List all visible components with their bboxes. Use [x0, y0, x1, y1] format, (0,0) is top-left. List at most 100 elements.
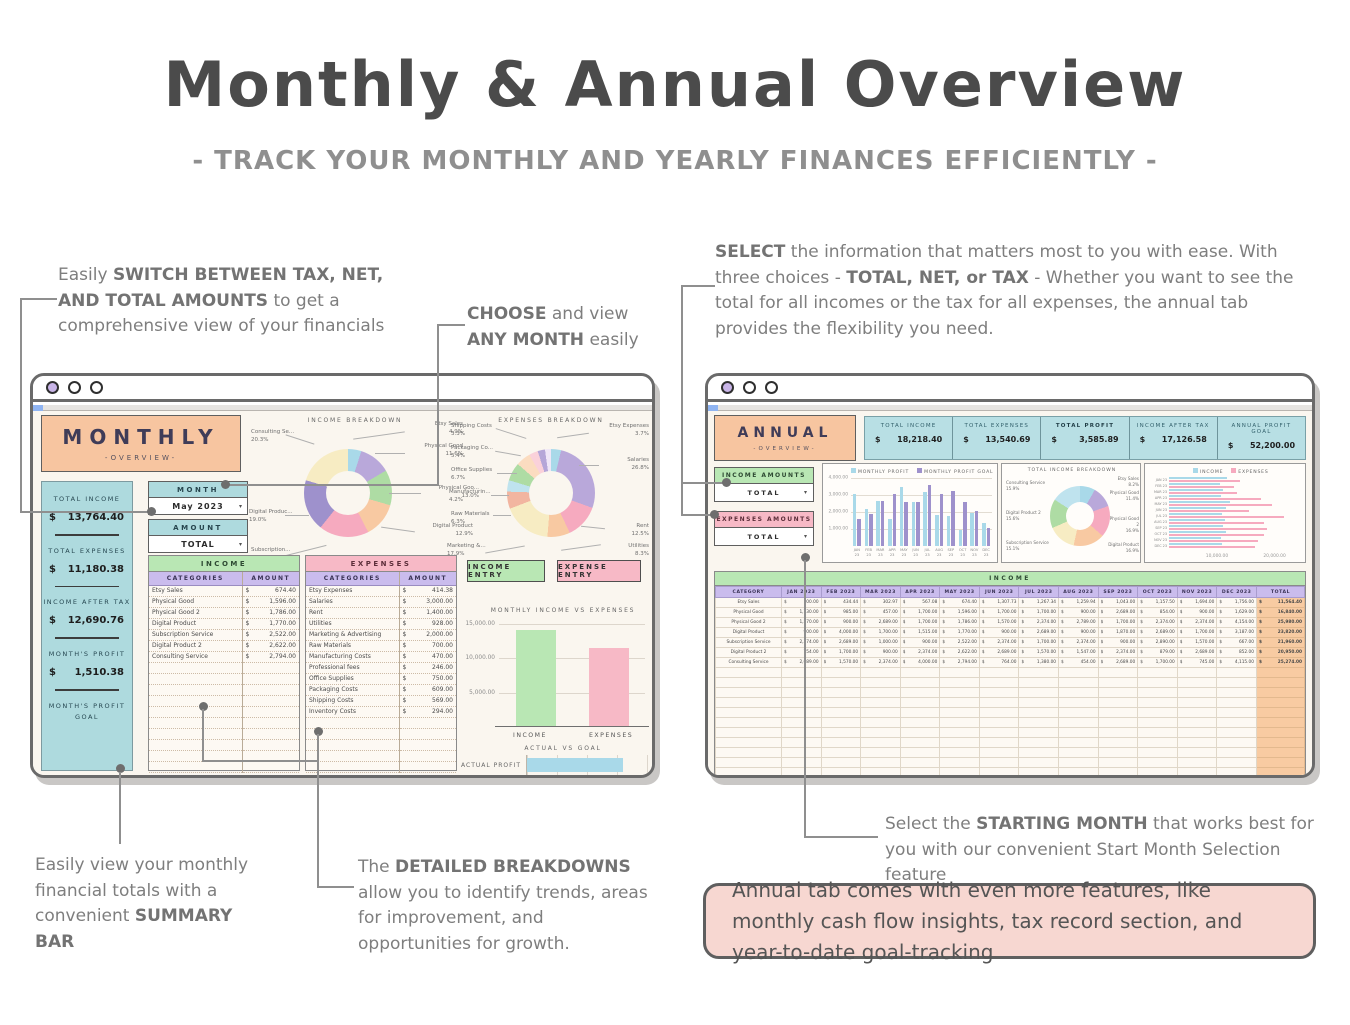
empty-cell[interactable] — [899, 757, 941, 768]
cell[interactable]: $1,700.00 — [1137, 657, 1178, 668]
empty-cell[interactable] — [1137, 727, 1178, 738]
cell[interactable]: $1,870.00 — [1097, 627, 1139, 638]
cell[interactable]: $2,374.00 — [1097, 647, 1139, 658]
cell[interactable]: $569.00 — [398, 695, 456, 707]
empty-cell[interactable] — [1058, 767, 1099, 775]
cell[interactable]: $1,570.00 — [781, 617, 822, 628]
cell[interactable]: $100.00 — [781, 597, 822, 608]
cell[interactable]: $1,570.00 — [1176, 637, 1218, 648]
column-header[interactable]: JUL 2023 — [1018, 586, 1060, 598]
empty-cell[interactable] — [1176, 717, 1218, 728]
cell[interactable]: $900.00 — [899, 637, 941, 648]
empty-cell[interactable] — [1058, 667, 1099, 678]
empty-cell[interactable] — [820, 677, 862, 688]
window-control-button[interactable] — [68, 381, 81, 394]
empty-cell[interactable] — [820, 667, 862, 678]
empty-cell[interactable] — [781, 737, 822, 748]
income-amounts-value[interactable]: TOTAL ▾ — [714, 484, 814, 502]
cell[interactable]: $1,786.00 — [939, 617, 980, 628]
empty-cell[interactable] — [978, 747, 1020, 758]
empty-cell[interactable] — [1097, 707, 1139, 718]
empty-cell[interactable] — [939, 677, 980, 688]
cell[interactable]: Shipping Costs — [306, 695, 399, 707]
cell[interactable]: $294.00 — [398, 706, 456, 718]
cell[interactable]: $1,730.00 — [781, 607, 822, 618]
empty-cell[interactable] — [1018, 697, 1060, 708]
empty-cell[interactable] — [860, 717, 901, 728]
empty-cell[interactable] — [860, 677, 901, 688]
empty-cell[interactable] — [781, 707, 822, 718]
cell[interactable]: Salaries — [306, 596, 399, 608]
empty-cell[interactable] — [939, 727, 980, 738]
empty-cell[interactable] — [860, 687, 901, 698]
cell[interactable]: $2,374.00 — [1137, 617, 1178, 628]
empty-cell[interactable] — [860, 667, 901, 678]
empty-cell[interactable] — [820, 707, 862, 718]
cell[interactable]: $2,374.00 — [860, 657, 901, 668]
cell[interactable]: $745.00 — [1176, 657, 1218, 668]
cell[interactable]: Digital Product — [149, 618, 242, 630]
empty-cell[interactable] — [1256, 687, 1305, 698]
empty-cell[interactable] — [1137, 667, 1178, 678]
empty-cell[interactable] — [1176, 677, 1218, 688]
cell[interactable]: $1,700.00 — [899, 617, 941, 628]
empty-cell[interactable] — [149, 750, 242, 762]
cell[interactable]: $1,307.73 — [978, 597, 1020, 608]
window-control-button[interactable] — [46, 381, 59, 394]
empty-cell[interactable] — [1176, 747, 1218, 758]
cell[interactable]: $764.00 — [978, 657, 1020, 668]
cell[interactable]: $1,700.00 — [978, 607, 1020, 618]
empty-cell[interactable] — [1058, 687, 1099, 698]
empty-cell[interactable] — [1018, 747, 1060, 758]
empty-cell[interactable] — [398, 761, 456, 773]
cell[interactable]: Etsy Sales — [715, 597, 782, 608]
cell[interactable]: $2,522.00 — [939, 637, 980, 648]
cell[interactable]: $2,689.00 — [1097, 657, 1139, 668]
cell[interactable]: $1,770.00 — [241, 618, 299, 630]
empty-cell[interactable] — [820, 727, 862, 738]
cell[interactable]: $1,570.00 — [978, 617, 1020, 628]
empty-cell[interactable] — [899, 717, 941, 728]
cell[interactable]: $2,689.00 — [860, 617, 901, 628]
cell[interactable]: $854.00 — [1137, 607, 1178, 618]
empty-cell[interactable] — [1216, 767, 1257, 775]
empty-cell[interactable] — [1256, 767, 1305, 775]
cell[interactable]: $1,400.00 — [398, 607, 456, 619]
cell[interactable]: Raw Materials — [306, 640, 399, 652]
empty-cell[interactable] — [1137, 757, 1178, 768]
empty-cell[interactable] — [939, 737, 980, 748]
window-control-button[interactable] — [743, 381, 756, 394]
empty-cell[interactable] — [860, 707, 901, 718]
empty-cell[interactable] — [1058, 707, 1099, 718]
empty-cell[interactable] — [1058, 697, 1099, 708]
empty-cell[interactable] — [820, 687, 862, 698]
column-header[interactable]: JUN 2023 — [978, 586, 1020, 598]
empty-cell[interactable] — [1216, 757, 1257, 768]
cell[interactable]: Physical Good 2 — [715, 617, 782, 628]
cell[interactable]: $900.00 — [1058, 607, 1099, 618]
empty-cell[interactable] — [1137, 717, 1178, 728]
empty-cell[interactable] — [1256, 667, 1305, 678]
empty-cell[interactable] — [1216, 707, 1257, 718]
empty-cell[interactable] — [1176, 667, 1218, 678]
cell[interactable]: $2,374.00 — [1176, 617, 1218, 628]
cell[interactable]: $2,689.00 — [820, 637, 862, 648]
window-control-button[interactable] — [765, 381, 778, 394]
empty-cell[interactable] — [1097, 757, 1139, 768]
empty-cell[interactable] — [1176, 757, 1218, 768]
empty-cell[interactable] — [1216, 687, 1257, 698]
cell[interactable]: Digital Product 2 — [715, 647, 782, 658]
empty-cell[interactable] — [860, 747, 901, 758]
cell[interactable]: $25,980.00 — [1256, 617, 1305, 628]
empty-cell[interactable] — [1018, 757, 1060, 768]
cell[interactable]: Manufacturing Costs — [306, 651, 399, 663]
empty-cell[interactable] — [1256, 747, 1305, 758]
cell[interactable]: $2,374.00 — [1018, 617, 1060, 628]
empty-cell[interactable] — [820, 737, 862, 748]
empty-cell[interactable] — [306, 717, 399, 729]
cell[interactable]: $25,274.00 — [1256, 657, 1305, 668]
cell[interactable]: $1,515.00 — [899, 627, 941, 638]
cell[interactable]: $2,689.00 — [1097, 607, 1139, 618]
empty-cell[interactable] — [398, 728, 456, 740]
cell[interactable]: $2,689.00 — [781, 657, 822, 668]
